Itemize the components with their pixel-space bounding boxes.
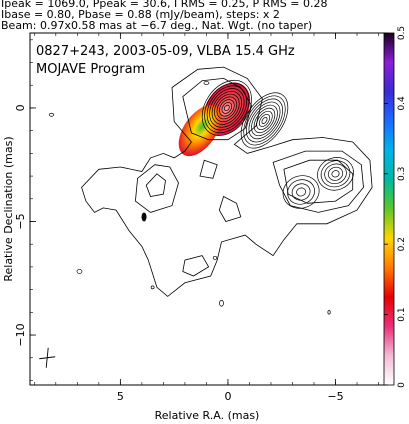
core-contour	[206, 85, 247, 131]
chart-subtitle: MOJAVE Program	[36, 62, 145, 77]
header-line-2: Ibase = 0.80, Pbase = 0.88 (mJy/beam), s…	[1, 8, 280, 21]
outer-contour-envelope	[81, 66, 373, 297]
x-tick-label: 0	[224, 390, 231, 403]
polarization-fills	[141, 82, 251, 222]
core-contour	[209, 88, 245, 128]
mid-island	[218, 195, 242, 222]
colorbar-tick-label: 0.5	[397, 26, 407, 40]
jet-island	[199, 159, 218, 179]
noise-contour	[76, 269, 83, 274]
outer-knot-b-contour	[282, 175, 320, 209]
colorbar-tick-label: 0.2	[397, 237, 407, 251]
inner-jet-contour	[251, 104, 278, 137]
noise-contours	[48, 81, 331, 315]
knot-envelope-2	[272, 150, 364, 213]
y-tick-label: −5	[14, 213, 27, 229]
outer-knot-b-contour	[287, 179, 315, 205]
outer-knot-a-contour	[324, 163, 347, 185]
inner-jet-contour	[253, 107, 276, 134]
outer-knot-b-contour	[296, 187, 306, 197]
noise-contour	[48, 112, 55, 117]
outer-contours	[81, 66, 373, 297]
noise-contour	[150, 285, 155, 290]
x-tick-label: −5	[327, 390, 343, 403]
inner-jet-contour	[258, 113, 271, 127]
x-tick-label: 5	[117, 390, 124, 403]
noise-contour	[327, 310, 331, 315]
outer-knot-a-contour	[327, 166, 344, 181]
dark-patch	[141, 212, 147, 222]
inner-jet-contour	[261, 116, 268, 124]
colorbar-tick-label: 0.3	[397, 167, 407, 181]
outer-knot-a-contour	[320, 160, 351, 188]
core-contour	[211, 90, 243, 125]
y-tick-label: 0	[14, 104, 27, 111]
inner-jet-contour	[256, 110, 273, 130]
core-contour	[224, 104, 230, 112]
inner-jet-contour	[243, 95, 286, 146]
noise-contour	[219, 299, 224, 307]
chart-title: 0827+243, 2003-05-09, VLBA 15.4 GHz	[36, 44, 295, 59]
noise-contour	[212, 255, 218, 260]
outer-knot-b-contour	[291, 183, 311, 201]
noise-contour	[203, 81, 210, 85]
blob-contour	[134, 164, 179, 213]
inner-jet-contour	[245, 98, 283, 143]
colorbar-tick-label: 0.1	[397, 307, 407, 321]
core-contour	[204, 82, 250, 134]
y-axis-ticks: 0 −5 −10	[14, 39, 36, 381]
y-tick-label: −10	[14, 323, 27, 346]
beam-minor	[45, 347, 49, 368]
colorbar	[383, 32, 395, 386]
core-contour	[221, 102, 233, 114]
blob-contour-inner	[145, 173, 166, 197]
core-contour	[214, 93, 240, 123]
header-line-3: Beam: 0.97x0.58 mas at −6.7 deg., Nat. W…	[1, 19, 313, 32]
jet-contour-2	[182, 77, 253, 141]
component-contours	[201, 79, 354, 209]
outer-knot-a-contour	[317, 157, 354, 191]
inner-jet-contour	[240, 92, 289, 149]
pol-peak-fill	[178, 105, 222, 157]
knot-envelope-3	[283, 159, 354, 204]
south-island	[182, 255, 210, 277]
x-axis-label: Relative R.A. (mas)	[155, 409, 260, 422]
colorbar-tick-label: 0.4	[397, 96, 407, 111]
core-contour	[219, 99, 235, 117]
core-contour	[216, 96, 238, 120]
inner-jet-contour	[248, 101, 281, 140]
colorbar-tick-label: 0	[397, 382, 407, 388]
y-axis-label: Relative Declination (mas)	[2, 136, 15, 281]
colorbar-ticks: 0 0.1 0.2 0.3 0.4 0.5	[384, 26, 407, 388]
core-contour	[201, 79, 252, 136]
outer-knot-a-contour	[331, 170, 340, 178]
header-line-1: Ipeak = 1069.0, Ppeak = 30.6, I RMS = 0.…	[1, 0, 328, 10]
x-axis-ticks: 5 0 −5	[34, 33, 379, 403]
beam-marker	[39, 347, 56, 368]
